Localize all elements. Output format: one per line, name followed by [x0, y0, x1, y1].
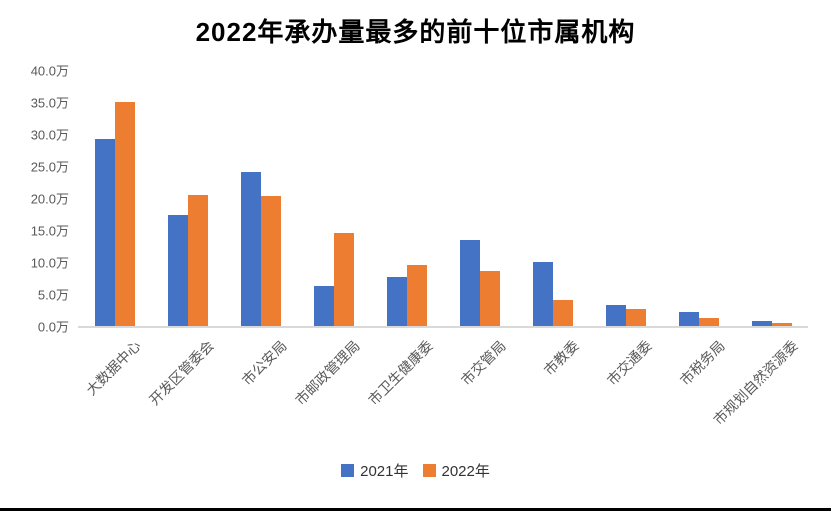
bar-2021年 [751, 320, 772, 326]
bar-2022年 [771, 322, 792, 326]
chart-title: 2022年承办量最多的前十位市属机构 [195, 17, 636, 47]
legend-label: 2021年 [360, 463, 409, 480]
x-axis-label: 市交管局 [457, 337, 509, 389]
x-axis-label: 大数据中心 [82, 337, 144, 399]
x-axis-label: 市税务局 [676, 337, 728, 389]
bar-2022年 [114, 102, 135, 326]
bar-2021年 [94, 138, 115, 326]
bar-2022年 [552, 299, 573, 326]
x-axis-label: 市教委 [540, 337, 582, 379]
y-axis-tick-label: 30.0万 [30, 127, 69, 143]
y-axis-tick-label: 25.0万 [30, 159, 69, 175]
y-axis-tick-label: 15.0万 [30, 223, 69, 239]
bar-2021年 [386, 276, 407, 326]
bar-group: 市交管局 [443, 70, 516, 388]
x-axis-label: 市卫生健康委 [364, 337, 436, 409]
legend-swatch-icon [422, 464, 436, 477]
y-axis-tick-label: 35.0万 [30, 95, 69, 111]
legend-label: 2022年 [441, 463, 490, 480]
y-axis-tick-label: 10.0万 [30, 255, 69, 271]
bar-group: 市公安局 [224, 70, 297, 388]
bar-group: 市规划自然资源委 [710, 70, 808, 428]
bar-pair [459, 239, 500, 326]
bar-pair [386, 265, 427, 326]
legend-item: 2021年 [341, 460, 409, 481]
bar-2022年 [479, 271, 500, 326]
legend: 2021年 2022年 [0, 460, 831, 481]
bar-pair [605, 304, 646, 326]
x-axis-label: 开发区管委会 [145, 337, 217, 409]
bar-2021年 [459, 239, 480, 326]
bar-group: 开发区管委会 [146, 70, 224, 408]
legend-swatch-icon [341, 464, 355, 477]
y-axis-tick-label: 5.0万 [37, 287, 69, 303]
x-axis-label: 市交通委 [603, 337, 655, 389]
bar-group: 市教委 [516, 70, 589, 378]
bar-2022年 [625, 309, 646, 326]
bar-pair [313, 232, 354, 326]
bar-2021年 [313, 285, 334, 326]
bar-2022年 [187, 194, 208, 326]
bar-2021年 [167, 215, 188, 326]
bar-2022年 [698, 317, 719, 326]
bar-2021年 [532, 262, 553, 326]
bar-2022年 [260, 196, 281, 326]
bar-group: 市税务局 [662, 70, 735, 388]
bar-2022年 [406, 265, 427, 326]
bar-group: 市卫生健康委 [365, 70, 443, 408]
bar-pair [751, 320, 792, 326]
bar-group: 大数据中心 [78, 70, 151, 398]
bar-group: 市邮政管理局 [292, 70, 370, 408]
bar-2022年 [333, 232, 354, 326]
bar-pair [532, 262, 573, 326]
bar-pair [94, 102, 135, 326]
bar-2021年 [605, 304, 626, 326]
plot-area: 大数据中心 开发区管委会 市公安局 市邮政管理局 市卫生健康委 市交管局 市教委 市交通委 市税… [78, 70, 808, 428]
x-axis-label: 市邮政管理局 [291, 337, 363, 409]
y-axis-tick-label: 20.0万 [30, 191, 69, 207]
bar-pair [167, 194, 208, 326]
bottom-border-line [0, 508, 831, 511]
legend-item: 2022年 [422, 460, 490, 481]
bar-pair [678, 311, 719, 326]
bar-2021年 [678, 311, 699, 326]
y-axis-tick-label: 40.0万 [30, 63, 69, 79]
bar-pair [240, 172, 281, 326]
bar-2021年 [240, 172, 261, 326]
y-axis-tick-label: 0.0万 [37, 319, 69, 335]
bar-group: 市交通委 [589, 70, 662, 388]
x-axis-label: 市公安局 [238, 337, 290, 389]
